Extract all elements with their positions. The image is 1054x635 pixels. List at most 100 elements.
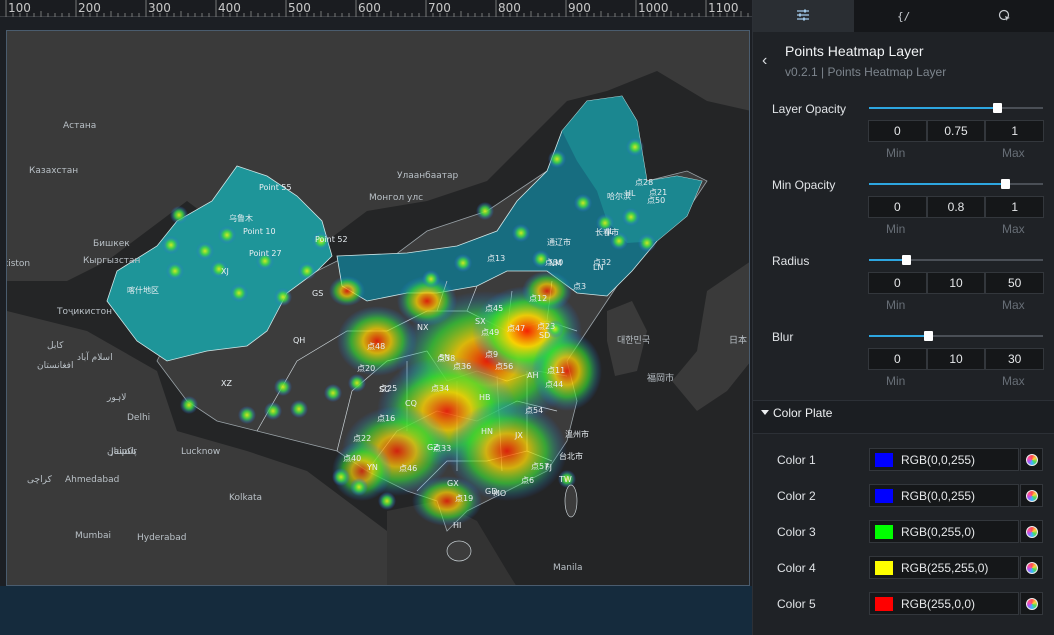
layer-title: Points Heatmap Layer [785,43,924,59]
radius-inputs: 0 10 50 [868,272,1045,294]
color-swatch[interactable] [875,488,893,503]
color-plate-title: Color Plate [773,406,833,420]
min-input[interactable]: 0 [868,196,927,218]
point-label: 点38 [437,354,456,363]
point-label: 点12 [529,294,548,303]
province-label: SC [379,385,390,394]
map-place-label: افغانستان [37,361,74,371]
layer-opacity-slider[interactable] [869,102,1043,114]
color-swatch[interactable] [875,560,893,575]
min-input[interactable]: 0 [868,272,927,294]
color-picker-icon[interactable] [1020,592,1043,615]
province-label: HI [453,521,462,530]
slider-thumb[interactable] [993,103,1002,113]
map-place-label: kiston [7,259,31,269]
color-swatch[interactable] [875,524,893,539]
radius-slider[interactable] [869,254,1043,266]
slider-thumb[interactable] [902,255,911,265]
min-caption: Min [886,146,906,160]
color-plate-header[interactable] [753,400,1054,434]
value-input[interactable]: 10 [926,272,986,294]
ruler-tick-label: 1000 [638,1,669,15]
min-input[interactable]: 0 [868,120,927,142]
color-value-field[interactable]: RGB(255,0,0) [869,592,1019,615]
color-picker-icon[interactable] [1020,484,1043,507]
point-label: 点11 [547,366,566,375]
point-label: 点30 [545,258,564,267]
point-label: 点49 [481,328,500,337]
point-label: 点47 [507,324,526,333]
max-input[interactable]: 30 [985,348,1045,370]
province-label: JX [515,431,523,440]
land-korea [607,301,647,376]
ruler-tick-label: 700 [428,1,451,15]
ruler-tick-label: 600 [358,1,381,15]
map-place-label: Бишкек [93,239,130,249]
ruler-tick-label: 200 [78,1,101,15]
color-picker-icon[interactable] [1020,520,1043,543]
map-place-label: 대한민국 [617,336,651,346]
color-swatch[interactable] [875,452,893,467]
color-value-field[interactable]: RGB(0,0,255) [869,484,1019,507]
color-picker-icon[interactable] [1020,448,1043,471]
province-label: XJ [221,267,229,276]
point-label: 长春市 [595,228,619,237]
max-caption: Max [1002,146,1025,160]
color-label: Color 1 [777,453,816,467]
svg-text:{/}: {/} [897,10,911,23]
max-input[interactable]: 50 [985,272,1045,294]
slider-thumb[interactable] [924,331,933,341]
ruler-ticks [5,0,749,17]
back-icon[interactable]: ‹ [762,52,768,69]
color-value-field[interactable]: RGB(255,255,0) [869,556,1019,579]
blur-slider[interactable] [869,330,1043,342]
ruler-tick-label: 100 [8,1,31,15]
map-place-label: Астана [63,121,97,131]
province-label: HB [479,393,491,402]
map-place-label: Kolkata [229,493,263,503]
province-label: XZ [221,379,232,388]
point-label: Point 27 [249,249,282,258]
province-label: GS [312,289,324,298]
min-caption: Min [886,374,906,388]
min-input[interactable]: 0 [868,348,927,370]
province-label: SD [539,331,551,340]
color-value-field[interactable]: RGB(0,0,255) [869,448,1019,471]
value-input[interactable]: 0.75 [926,120,986,142]
layer-opacity-inputs: 0 0.75 1 [868,120,1045,142]
value-input[interactable]: 0.8 [926,196,986,218]
map-place-label: Mumbai [75,531,111,541]
value-input[interactable]: 10 [926,348,986,370]
canvas-footer [0,586,752,635]
map-place-label: Manila [553,563,583,573]
tab-interaction[interactable] [954,0,1054,32]
province-label: CQ [405,399,417,408]
point-label: 点21 [649,188,668,197]
point-label: 通辽市 [547,238,571,247]
max-input[interactable]: 1 [985,196,1045,218]
land-japan [672,262,749,411]
point-label: 哈尔滨 [607,192,631,201]
point-label: 点44 [545,380,564,389]
slider-thumb[interactable] [1001,179,1010,189]
map-place-label: Lucknow [181,447,221,457]
map-canvas[interactable]: Астана Казахстан Бишкек Кыргызстан kiston Тоҷ… [6,30,750,586]
min-opacity-slider[interactable] [869,178,1043,190]
map-place-label: لاہور [107,393,127,403]
color-value-field[interactable]: RGB(0,255,0) [869,520,1019,543]
point-label: 点32 [593,258,612,267]
point-label: 点6 [521,476,535,485]
color-rgb-text: RGB(0,0,255) [901,452,976,467]
color-rgb-text: RGB(0,0,255) [901,488,976,503]
map-place-label: Тоҷикистон [57,307,113,317]
map-place-label: 福岡市 [647,374,675,384]
point-label: 点57 [531,462,550,471]
tab-settings[interactable] [753,0,854,32]
max-input[interactable]: 1 [985,120,1045,142]
caret-down-icon[interactable] [761,410,769,415]
color-picker-icon[interactable] [1020,556,1043,579]
color-swatch[interactable] [875,596,893,611]
map-place-label: Кыргызстан [83,256,141,266]
tab-data[interactable]: {/} [854,0,955,32]
province-label: HN [481,427,493,436]
